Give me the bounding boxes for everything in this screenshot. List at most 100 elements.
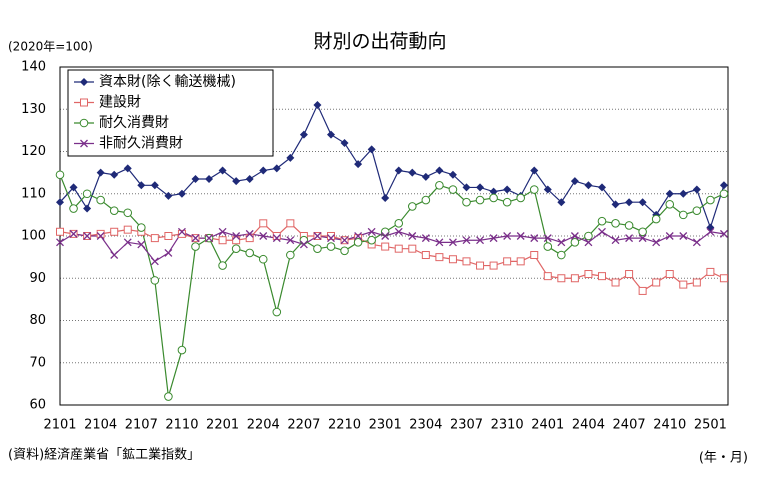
marker	[584, 270, 593, 279]
y-axis-unit: (2020年=100)	[8, 40, 93, 54]
marker	[503, 185, 512, 194]
marker	[245, 229, 254, 238]
marker	[543, 242, 553, 251]
marker	[231, 244, 241, 253]
marker	[435, 238, 444, 247]
marker	[421, 195, 431, 205]
marker	[177, 345, 187, 355]
source: (資料)経済産業省「鉱工業指数」	[8, 447, 200, 463]
marker	[652, 238, 661, 247]
y-tick-label: 110	[21, 186, 46, 201]
marker	[570, 232, 579, 240]
marker	[543, 185, 552, 194]
marker	[570, 274, 579, 283]
marker	[665, 270, 674, 279]
marker	[164, 232, 173, 240]
marker	[164, 248, 173, 257]
marker	[625, 198, 634, 207]
marker	[625, 270, 634, 279]
marker	[109, 206, 119, 215]
x-tick-label: 2310	[491, 418, 524, 433]
marker	[638, 198, 647, 207]
x-tick-label: 2404	[572, 418, 605, 433]
marker	[56, 238, 64, 247]
marker	[69, 229, 78, 238]
legend-label: 非耐久消費財	[99, 136, 183, 152]
marker	[258, 254, 268, 264]
marker	[286, 153, 295, 162]
marker	[462, 197, 471, 207]
marker	[150, 257, 159, 266]
marker	[326, 242, 336, 251]
marker	[516, 232, 525, 240]
marker	[96, 232, 105, 240]
marker	[530, 234, 539, 243]
marker	[706, 267, 715, 276]
marker	[557, 250, 566, 260]
marker	[624, 221, 634, 230]
marker	[719, 274, 728, 283]
marker	[82, 189, 92, 199]
marker	[218, 261, 227, 270]
marker	[503, 232, 512, 240]
x-tick-label: 2501	[694, 418, 727, 433]
marker	[367, 145, 376, 154]
marker	[191, 234, 200, 243]
series-line	[59, 174, 725, 397]
marker	[611, 236, 620, 245]
marker	[489, 187, 498, 196]
marker	[706, 227, 715, 236]
marker	[408, 244, 417, 253]
marker	[706, 223, 715, 232]
marker	[123, 238, 132, 247]
marker	[638, 227, 647, 237]
x-tick-label: 2201	[206, 418, 239, 433]
marker	[299, 240, 308, 249]
marker	[679, 280, 688, 289]
legend-label: 建設財	[99, 95, 141, 111]
marker	[611, 278, 620, 287]
marker	[177, 227, 186, 236]
marker	[394, 166, 403, 175]
marker	[326, 130, 335, 139]
marker	[530, 166, 539, 175]
marker	[394, 219, 404, 228]
marker	[421, 234, 430, 243]
x-tick-label: 2301	[369, 418, 402, 433]
marker	[56, 198, 64, 207]
marker	[611, 219, 620, 228]
marker	[218, 166, 227, 175]
marker	[272, 232, 281, 240]
x-axis-unit: (年・月)	[699, 451, 748, 466]
marker	[678, 210, 688, 220]
marker	[462, 257, 471, 266]
marker	[83, 204, 92, 213]
marker	[421, 251, 430, 260]
marker	[516, 193, 525, 203]
marker	[69, 204, 78, 213]
x-tick-label: 2401	[531, 418, 564, 433]
marker	[584, 231, 593, 241]
marker	[55, 170, 65, 180]
x-tick-label: 2407	[613, 418, 646, 433]
legend-label: 耐久消費財	[99, 115, 169, 131]
marker	[380, 227, 390, 237]
marker	[259, 166, 268, 175]
marker	[679, 189, 688, 198]
marker	[692, 206, 702, 215]
chart-title: 財別の出荷動向	[313, 31, 446, 53]
marker	[96, 168, 105, 177]
marker	[232, 232, 241, 240]
legend-label: 資本財(除く輸送機械)	[99, 74, 236, 90]
marker	[272, 234, 281, 243]
marker	[80, 78, 88, 86]
marker	[354, 160, 363, 169]
marker	[123, 225, 132, 234]
marker	[177, 229, 186, 238]
marker	[340, 236, 349, 245]
marker	[394, 244, 403, 253]
marker	[367, 235, 376, 245]
marker	[259, 232, 268, 240]
marker	[692, 278, 701, 287]
marker	[313, 244, 322, 253]
